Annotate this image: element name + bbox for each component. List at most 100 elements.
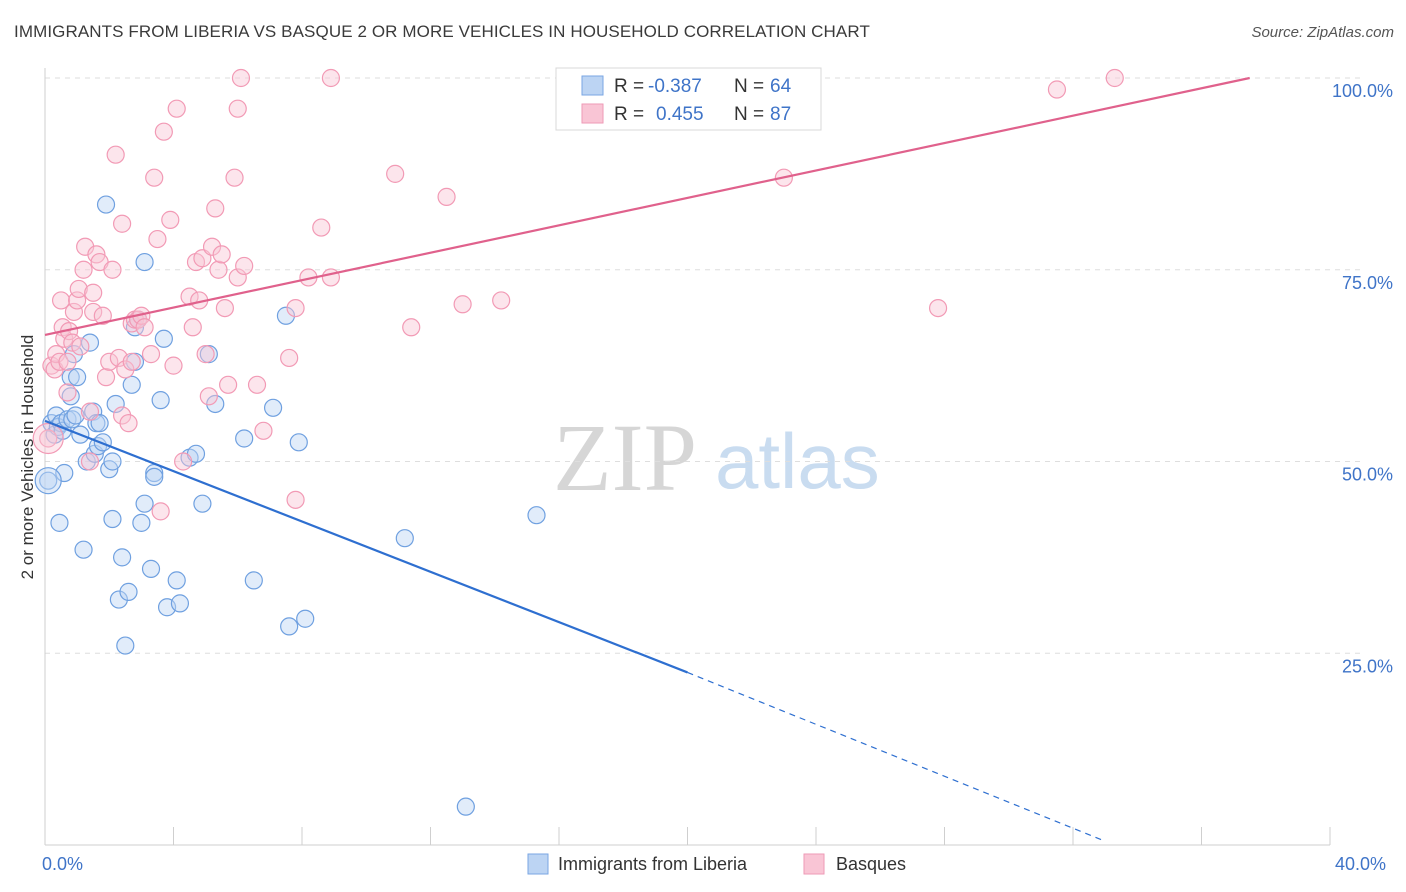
basques-point-66	[231, 68, 251, 88]
basques-point-60	[215, 299, 234, 318]
basques-point-16	[74, 260, 93, 279]
basques-point-77	[402, 318, 421, 337]
bottom-legend-swatch-liberia	[527, 853, 549, 875]
liberia-point-34	[119, 582, 138, 601]
basques-point-75	[321, 68, 341, 88]
liberia-point-8	[55, 463, 74, 483]
basques-point-12	[64, 302, 84, 322]
liberia-point-30	[106, 394, 125, 414]
basques-point-25	[96, 368, 116, 387]
basques-point-47	[167, 99, 186, 118]
liberia-point-35	[122, 375, 141, 394]
basques-point-28	[106, 145, 125, 164]
liberia-point-40	[135, 494, 154, 513]
legend-n-value-2: 87	[770, 104, 791, 125]
basques-point-9	[58, 352, 77, 371]
basques-point-67	[247, 375, 267, 394]
basques-point-68	[254, 421, 273, 440]
y-tick-label-3: 25.0%	[1342, 656, 1393, 676]
basques-point-39	[135, 318, 154, 337]
trend-line-basques	[44, 76, 1250, 337]
legend-n-value-1: 64	[770, 76, 792, 97]
legend: R = -0.387 N = 64 R = 0.455 N = 87	[555, 67, 822, 131]
liberia-point-19	[80, 333, 100, 352]
bottom-legend-swatch-basques	[803, 853, 825, 875]
liberia-point-17	[74, 540, 93, 559]
basques-point-15	[71, 337, 90, 356]
legend-n-label-1: N =	[734, 76, 764, 97]
liberia-point-large	[34, 467, 62, 495]
basques-point-65	[235, 256, 254, 276]
trend-lines	[44, 76, 1250, 842]
liberia-point-39	[132, 513, 151, 532]
y-tick-label-1: 75.0%	[1342, 273, 1393, 293]
liberia-point-29	[103, 452, 122, 471]
legend-swatch-basques	[581, 103, 604, 124]
basques-point-78	[437, 187, 456, 206]
basques-point-71	[286, 490, 305, 509]
y-axis-title: 2 or more Vehicles in Household	[18, 335, 37, 580]
basques-point-21	[84, 302, 103, 322]
basques-point-40	[141, 345, 161, 364]
liberia-point-46	[154, 329, 173, 348]
liberia-point-56	[244, 571, 263, 590]
y-tick-labels: 100.0% 75.0% 50.0% 25.0%	[1332, 81, 1393, 676]
liberia-point-32	[112, 548, 132, 567]
x-tick-label-max: 40.0%	[1335, 854, 1386, 874]
y-tick-label-2: 50.0%	[1342, 465, 1393, 485]
legend-swatch-liberia	[581, 75, 604, 96]
basques-point-41	[145, 168, 164, 187]
gridlines	[45, 77, 1360, 654]
liberia-point-31	[109, 590, 128, 609]
basques-point-85	[1105, 68, 1124, 88]
liberia-point-28	[103, 509, 122, 529]
basques-point-84	[1047, 80, 1067, 99]
basques-point-45	[161, 210, 180, 229]
basques-point-20	[84, 283, 103, 302]
trend-line-liberia	[44, 419, 688, 674]
basques-point-24	[93, 306, 112, 325]
basques-point-73	[312, 218, 331, 237]
basques-point-31	[112, 214, 132, 233]
basques-point-57	[206, 199, 225, 218]
chart-title: IMMIGRANTS FROM LIBERIA VS BASQUE 2 OR M…	[14, 22, 870, 41]
legend-r-value-2: 0.455	[656, 104, 704, 125]
basques-point-69	[280, 348, 299, 368]
y-tick-label-0: 100.0%	[1332, 81, 1393, 101]
liberia-point-14	[66, 406, 85, 425]
legend-r-label-1: R =	[614, 76, 644, 97]
basques-point-54	[196, 345, 215, 364]
basques-point-64	[228, 99, 247, 118]
liberia-point-62	[395, 529, 414, 548]
liberia-point-5	[50, 513, 69, 532]
basques-point-34	[122, 352, 141, 371]
liberia-point-63	[456, 797, 475, 816]
liberia-point-58	[276, 306, 296, 325]
bottom-legend: Immigrants from Liberia Basques	[527, 853, 906, 875]
liberia-point-55	[235, 429, 254, 448]
liberia-point-49	[170, 594, 190, 613]
basques-point-59	[212, 245, 231, 264]
axes	[44, 68, 1331, 846]
basques-point-62	[225, 168, 244, 187]
liberia-point-42	[141, 559, 161, 578]
liberia-point-41	[135, 252, 154, 272]
series-basques-points	[32, 68, 1124, 521]
basques-point-19	[80, 452, 100, 471]
basques-point-13	[68, 291, 87, 310]
liberia-point-44	[145, 467, 164, 486]
liberia-point-33	[116, 636, 135, 655]
watermark-zip: ZIP	[553, 404, 697, 511]
basques-point-76	[386, 164, 405, 183]
legend-n-label-2: N =	[734, 104, 764, 125]
basques-point-8	[58, 383, 77, 402]
liberia-point-10	[61, 368, 80, 387]
liberia-point-52	[193, 494, 212, 513]
basques-point-79	[453, 295, 472, 314]
liberia-point-59	[280, 617, 299, 636]
trend-line-liberia-extension	[687, 671, 1106, 842]
basques-point-5	[51, 291, 71, 310]
basques-point-18	[80, 402, 100, 421]
basques-point-56	[202, 237, 222, 256]
